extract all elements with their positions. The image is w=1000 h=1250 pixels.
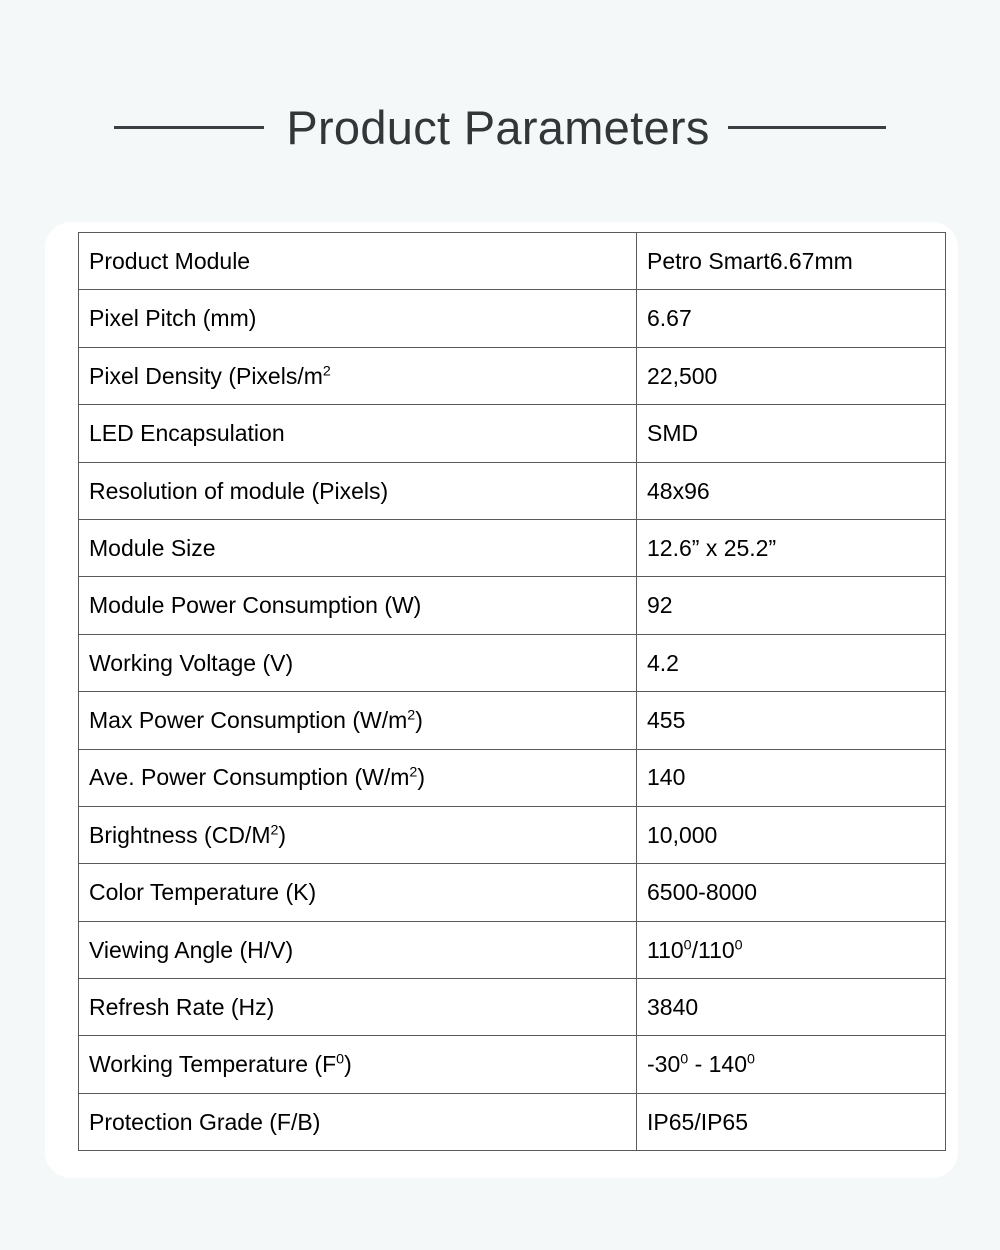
spec-value-cell: 12.6” x 25.2” bbox=[636, 518, 946, 578]
spec-value-cell: 6.67 bbox=[636, 289, 946, 348]
spec-label-cell: Resolution of module (Pixels) bbox=[78, 461, 637, 520]
spec-value-cell: 22,500 bbox=[636, 346, 946, 406]
spec-value-cell: 140 bbox=[636, 748, 946, 807]
table-row: Brightness (CD/M2) 10,000 bbox=[78, 805, 946, 865]
spec-label-cell: Protection Grade (F/B) bbox=[78, 1092, 637, 1152]
spec-label-cell: Product Module bbox=[78, 231, 637, 291]
spec-label-cell: Pixel Density (Pixels/m2 bbox=[78, 346, 637, 406]
spec-value-cell: 3840 bbox=[636, 978, 946, 1037]
title-rule-left bbox=[114, 125, 265, 129]
table-row: Resolution of module (Pixels) 48x96 bbox=[78, 461, 946, 520]
table-row: Max Power Consumption (W/m2) 455 bbox=[78, 691, 946, 750]
spec-label-cell: Working Temperature (F0) bbox=[78, 1035, 637, 1094]
spec-label-cell: Max Power Consumption (W/m2) bbox=[78, 691, 637, 750]
spec-value-cell: -300 - 1400 bbox=[636, 1035, 946, 1094]
page-title: Product Parameters bbox=[286, 100, 710, 154]
spec-label-cell: Module Size bbox=[78, 518, 637, 578]
spec-label-cell: Ave. Power Consumption (W/m2) bbox=[78, 748, 637, 807]
table-row: Working Temperature (F0) -300 - 1400 bbox=[78, 1035, 946, 1094]
spec-label-cell: Viewing Angle (H/V) bbox=[78, 920, 637, 980]
table-row: Module Power Consumption (W) 92 bbox=[78, 576, 946, 635]
spec-value-cell: 455 bbox=[636, 691, 946, 750]
spec-label-cell: Module Power Consumption (W) bbox=[78, 576, 637, 635]
spec-label-cell: LED Encapsulation bbox=[78, 404, 637, 463]
spec-value-cell: 1100/1100 bbox=[636, 920, 946, 980]
page-title-block: Product Parameters bbox=[0, 92, 1000, 162]
spec-value-cell: Petro Smart6.67mm bbox=[636, 231, 946, 291]
table-row: Refresh Rate (Hz) 3840 bbox=[78, 978, 946, 1037]
spec-value-cell: 6500-8000 bbox=[636, 863, 946, 922]
spec-value-cell: SMD bbox=[636, 404, 946, 463]
table-row: Pixel Pitch (mm) 6.67 bbox=[78, 289, 946, 348]
spec-value-cell: 10,000 bbox=[636, 805, 946, 865]
table-row: Product Module Petro Smart6.67mm bbox=[78, 231, 946, 291]
spec-table-body: Product Module Petro Smart6.67mm Pixel Pit… bbox=[78, 231, 946, 1152]
spec-value-cell: IP65/IP65 bbox=[636, 1092, 946, 1152]
specifications-table: Product Module Petro Smart6.67mm Pixel Pit… bbox=[78, 231, 946, 1152]
table-row: Pixel Density (Pixels/m2 22,500 bbox=[78, 346, 946, 406]
spec-value-cell: 48x96 bbox=[636, 461, 946, 520]
table-row: LED Encapsulation SMD bbox=[78, 404, 946, 463]
spec-label-cell: Pixel Pitch (mm) bbox=[78, 289, 637, 348]
spec-value-cell: 92 bbox=[636, 576, 946, 635]
spec-label-cell: Color Temperature (K) bbox=[78, 863, 637, 922]
spec-label-cell: Brightness (CD/M2) bbox=[78, 805, 637, 865]
title-rule-right bbox=[727, 125, 886, 129]
table-row: Protection Grade (F/B) IP65/IP65 bbox=[78, 1092, 946, 1152]
spec-label-cell: Refresh Rate (Hz) bbox=[78, 978, 637, 1037]
table-row: Ave. Power Consumption (W/m2) 140 bbox=[78, 748, 946, 807]
table-row: Color Temperature (K) 6500-8000 bbox=[78, 863, 946, 922]
table-row: Viewing Angle (H/V) 1100/1100 bbox=[78, 920, 946, 980]
spec-label-cell: Working Voltage (V) bbox=[78, 633, 637, 693]
table-row: Working Voltage (V) 4.2 bbox=[78, 633, 946, 693]
table-row: Module Size 12.6” x 25.2” bbox=[78, 518, 946, 578]
spec-value-cell: 4.2 bbox=[636, 633, 946, 693]
